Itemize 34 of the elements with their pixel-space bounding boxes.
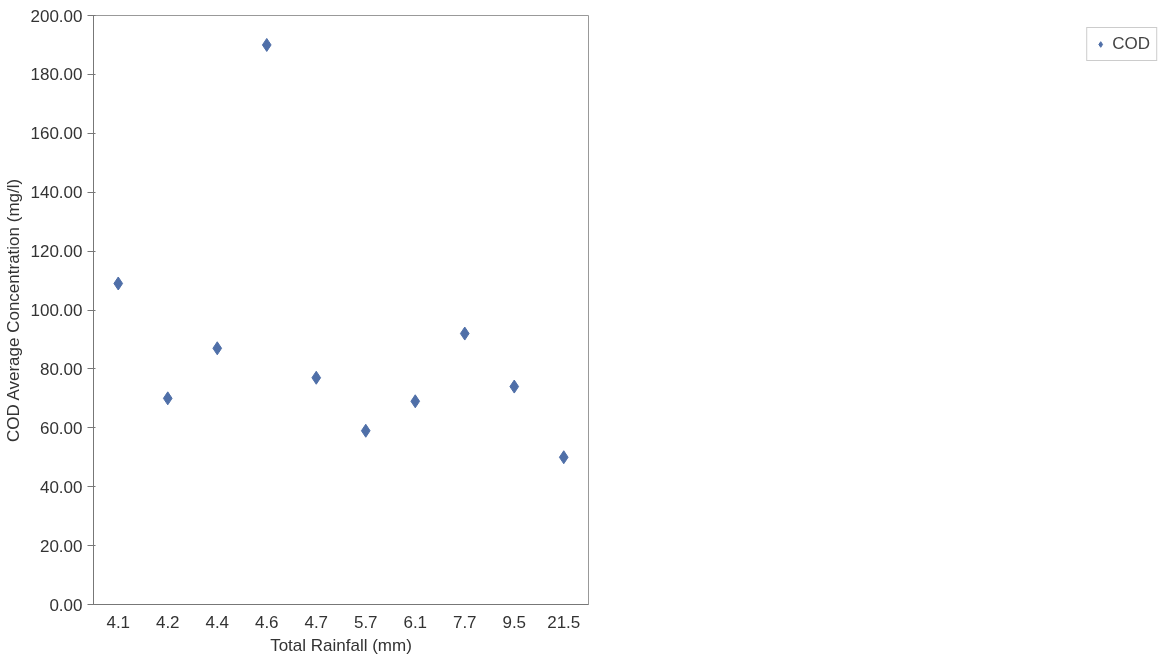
point — [113, 276, 124, 291]
y-tick-label: 140.00 — [30, 183, 83, 203]
x-tick-label: 6.1 — [403, 612, 428, 632]
point — [311, 370, 322, 385]
point — [558, 450, 569, 465]
x-tick-label: 9.5 — [502, 612, 527, 632]
y-tick-label: 180.00 — [30, 65, 83, 85]
y-tick-label: 160.00 — [30, 124, 83, 144]
x-tick-label: 5.7 — [353, 612, 378, 632]
y-tick-label: 60.00 — [39, 418, 83, 438]
point — [410, 394, 421, 409]
point — [360, 423, 371, 438]
x-tick-label: 4.4 — [205, 612, 230, 632]
y-tick-label: 200.00 — [30, 6, 83, 26]
y-tick-label: 80.00 — [39, 359, 83, 379]
x-tick-label: 4.6 — [254, 612, 279, 632]
x-tick-label: 4.1 — [106, 612, 131, 632]
x-tick-label: 7.7 — [452, 612, 477, 632]
point — [261, 37, 272, 52]
point — [212, 341, 223, 356]
y-tick-label: 20.00 — [39, 536, 83, 556]
point — [459, 326, 470, 341]
x-tick-label: 4.7 — [304, 612, 329, 632]
x-tick-label: 21.5 — [547, 612, 581, 632]
x-axis-title: Total Rainfall (mm) — [270, 635, 412, 655]
y-tick-label: 0.00 — [49, 595, 83, 615]
point — [509, 379, 520, 394]
y-tick-label: 120.00 — [30, 242, 83, 262]
x-tick-label: 4.2 — [155, 612, 180, 632]
y-tick-label: 40.00 — [39, 477, 83, 497]
point — [162, 391, 173, 406]
y-tick-label: 100.00 — [30, 301, 83, 320]
legend-label: COD — [1112, 34, 1150, 54]
y-axis-title: COD Average Concentration (mg/l) — [3, 178, 23, 443]
